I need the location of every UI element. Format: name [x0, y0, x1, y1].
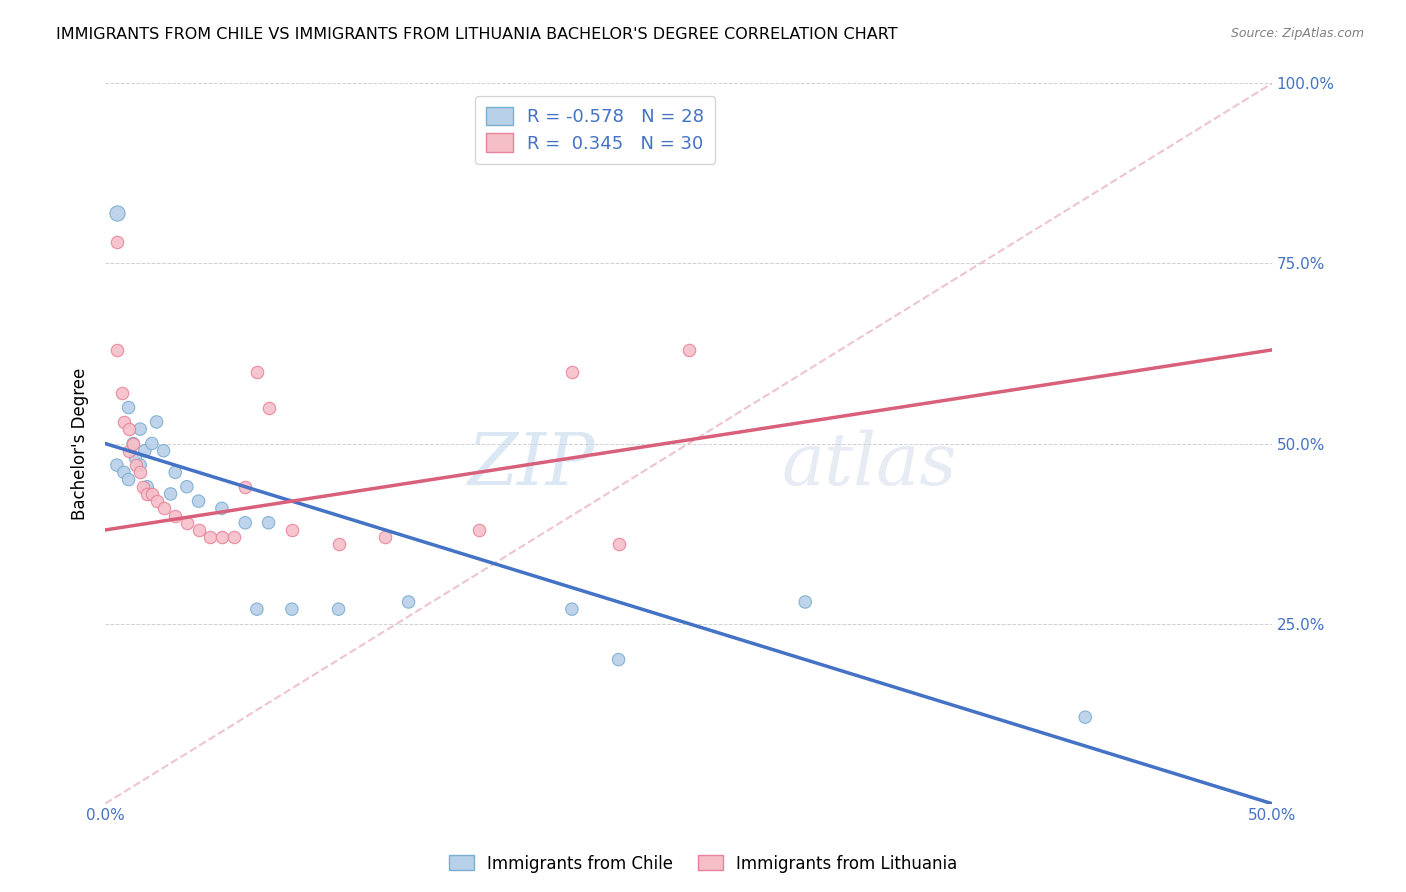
Point [246, 602, 269, 616]
Point [678, 343, 700, 357]
Point [211, 530, 233, 544]
Legend: Immigrants from Chile, Immigrants from Lithuania: Immigrants from Chile, Immigrants from L… [441, 848, 965, 880]
Point [211, 501, 233, 516]
Point [117, 473, 139, 487]
Point [281, 523, 304, 537]
Point [398, 595, 420, 609]
Point [124, 458, 146, 472]
Point [561, 602, 583, 616]
Legend: R = -0.578   N = 28, R =  0.345   N = 30: R = -0.578 N = 28, R = 0.345 N = 30 [475, 96, 716, 163]
Point [374, 530, 396, 544]
Point [136, 487, 159, 501]
Point [233, 480, 256, 494]
Point [134, 443, 156, 458]
Point [607, 537, 630, 551]
Y-axis label: Bachelor's Degree: Bachelor's Degree [72, 368, 89, 520]
Point [122, 436, 145, 450]
Point [607, 652, 630, 666]
Point [159, 487, 181, 501]
Point [129, 466, 152, 480]
Point [117, 443, 139, 458]
Point [222, 530, 245, 544]
Point [176, 516, 198, 530]
Point [129, 422, 152, 436]
Point [141, 436, 163, 450]
Point [124, 450, 146, 465]
Point [145, 494, 167, 508]
Point [165, 466, 187, 480]
Point [129, 458, 152, 472]
Point [145, 415, 167, 429]
Point [131, 480, 153, 494]
Point [176, 480, 198, 494]
Point [141, 487, 163, 501]
Point [281, 602, 304, 616]
Text: atlas: atlas [782, 430, 957, 500]
Point [105, 235, 128, 249]
Point [117, 422, 139, 436]
Point [328, 537, 350, 551]
Point [561, 364, 583, 378]
Point [257, 401, 280, 415]
Text: IMMIGRANTS FROM CHILE VS IMMIGRANTS FROM LITHUANIA BACHELOR'S DEGREE CORRELATION: IMMIGRANTS FROM CHILE VS IMMIGRANTS FROM… [56, 27, 898, 42]
Point [467, 523, 489, 537]
Text: Source: ZipAtlas.com: Source: ZipAtlas.com [1230, 27, 1364, 40]
Point [152, 443, 174, 458]
Point [105, 458, 128, 472]
Point [105, 206, 128, 220]
Point [110, 386, 132, 401]
Point [328, 602, 350, 616]
Point [112, 466, 135, 480]
Point [136, 480, 159, 494]
Point [794, 595, 817, 609]
Point [152, 501, 174, 516]
Point [112, 415, 135, 429]
Point [187, 523, 209, 537]
Point [233, 516, 256, 530]
Point [257, 516, 280, 530]
Point [117, 401, 139, 415]
Point [187, 494, 209, 508]
Point [105, 343, 128, 357]
Text: ZIP: ZIP [468, 430, 595, 500]
Point [200, 530, 222, 544]
Point [1074, 710, 1097, 724]
Point [165, 508, 187, 523]
Point [246, 364, 269, 378]
Point [122, 436, 145, 450]
